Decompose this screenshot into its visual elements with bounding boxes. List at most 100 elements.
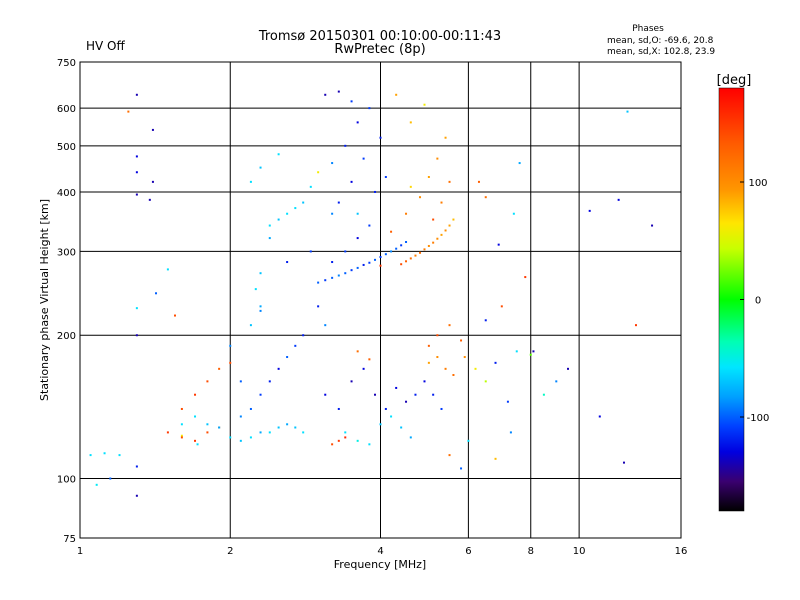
x-tick-label: 10 bbox=[573, 546, 586, 557]
data-point bbox=[331, 261, 334, 264]
data-point bbox=[634, 324, 637, 327]
y-axis-ticks: 75 100 200 300 400 500 600 750 bbox=[57, 58, 76, 545]
data-point bbox=[194, 439, 197, 442]
data-point bbox=[180, 423, 183, 426]
data-point bbox=[405, 240, 408, 243]
data-point bbox=[427, 244, 430, 247]
data-point bbox=[173, 314, 176, 317]
data-point bbox=[588, 209, 591, 212]
data-point bbox=[135, 155, 138, 158]
data-point bbox=[395, 93, 398, 96]
data-point bbox=[151, 180, 154, 183]
data-point bbox=[89, 454, 92, 457]
data-point bbox=[324, 279, 327, 282]
data-point bbox=[331, 162, 334, 165]
data-point bbox=[400, 244, 403, 247]
data-point bbox=[337, 407, 340, 410]
data-point bbox=[135, 307, 138, 310]
data-point bbox=[400, 426, 403, 429]
phases-heading: Phases bbox=[632, 24, 664, 34]
data-point bbox=[294, 426, 297, 429]
chart-title: Tromsø 20150301 00:10:00-00:11:43 bbox=[258, 29, 501, 44]
data-point bbox=[436, 356, 439, 359]
data-point bbox=[331, 212, 334, 215]
data-point bbox=[395, 247, 398, 250]
data-point bbox=[484, 380, 487, 383]
colorbar-tick-label: -100 bbox=[747, 413, 770, 424]
data-point bbox=[542, 393, 545, 396]
data-point bbox=[448, 224, 451, 227]
data-point bbox=[509, 431, 512, 434]
data-point bbox=[249, 436, 252, 439]
data-point bbox=[277, 153, 280, 156]
data-point bbox=[427, 175, 430, 178]
data-point bbox=[440, 407, 443, 410]
data-point bbox=[423, 380, 426, 383]
data-point bbox=[148, 198, 151, 201]
data-point bbox=[95, 483, 98, 486]
phases-o-stats: mean, sd,O: -69.6, 20.8 bbox=[607, 36, 714, 46]
data-point bbox=[374, 393, 377, 396]
data-point bbox=[350, 380, 353, 383]
data-point bbox=[127, 110, 130, 113]
data-point bbox=[294, 207, 297, 210]
data-point bbox=[194, 393, 197, 396]
data-point bbox=[651, 224, 654, 227]
data-point bbox=[229, 361, 232, 364]
data-point bbox=[362, 367, 365, 370]
data-point bbox=[239, 415, 242, 418]
data-point bbox=[155, 292, 158, 295]
data-points bbox=[89, 90, 654, 497]
x-axis-label: Frequency [MHz] bbox=[334, 558, 426, 571]
data-point bbox=[302, 201, 305, 204]
data-point bbox=[419, 251, 422, 254]
data-point bbox=[617, 198, 620, 201]
data-point bbox=[344, 431, 347, 434]
data-point bbox=[286, 261, 289, 264]
data-point bbox=[390, 230, 393, 233]
data-point bbox=[626, 110, 629, 113]
data-point bbox=[268, 224, 271, 227]
data-point bbox=[432, 241, 435, 244]
y-tick-label: 100 bbox=[57, 475, 76, 486]
data-point bbox=[337, 201, 340, 204]
data-point bbox=[423, 103, 426, 106]
data-point bbox=[135, 494, 138, 497]
data-point bbox=[494, 361, 497, 364]
data-point bbox=[529, 353, 532, 356]
data-point bbox=[405, 400, 408, 403]
data-point bbox=[268, 237, 271, 240]
data-point bbox=[350, 100, 353, 103]
data-point bbox=[463, 356, 466, 359]
data-point bbox=[484, 319, 487, 322]
data-point bbox=[302, 334, 305, 337]
data-point bbox=[427, 344, 430, 347]
data-point bbox=[405, 212, 408, 215]
data-point bbox=[567, 367, 570, 370]
data-point bbox=[135, 193, 138, 196]
data-point bbox=[309, 250, 312, 253]
data-point bbox=[229, 344, 232, 347]
data-point bbox=[452, 218, 455, 221]
data-point bbox=[180, 434, 183, 437]
data-point bbox=[286, 212, 289, 215]
data-point bbox=[440, 233, 443, 236]
data-point bbox=[239, 380, 242, 383]
data-point bbox=[286, 356, 289, 359]
data-point bbox=[444, 136, 447, 139]
data-point bbox=[259, 431, 262, 434]
data-point bbox=[515, 350, 518, 353]
x-tick-label: 4 bbox=[377, 546, 383, 557]
data-point bbox=[405, 260, 408, 263]
data-point bbox=[259, 272, 262, 275]
data-point bbox=[286, 423, 289, 426]
data-point bbox=[344, 436, 347, 439]
data-point bbox=[374, 190, 377, 193]
data-point bbox=[317, 171, 320, 174]
x-tick-label: 16 bbox=[675, 546, 688, 557]
phases-x-stats: mean, sd,X: 102.8, 23.9 bbox=[607, 47, 715, 57]
data-point bbox=[448, 180, 451, 183]
x-tick-label: 8 bbox=[528, 546, 534, 557]
data-point bbox=[239, 439, 242, 442]
